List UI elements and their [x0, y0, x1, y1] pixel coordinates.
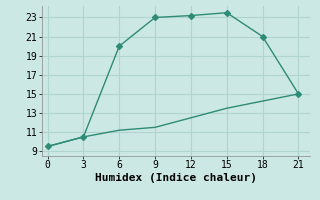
X-axis label: Humidex (Indice chaleur): Humidex (Indice chaleur) — [95, 173, 257, 183]
